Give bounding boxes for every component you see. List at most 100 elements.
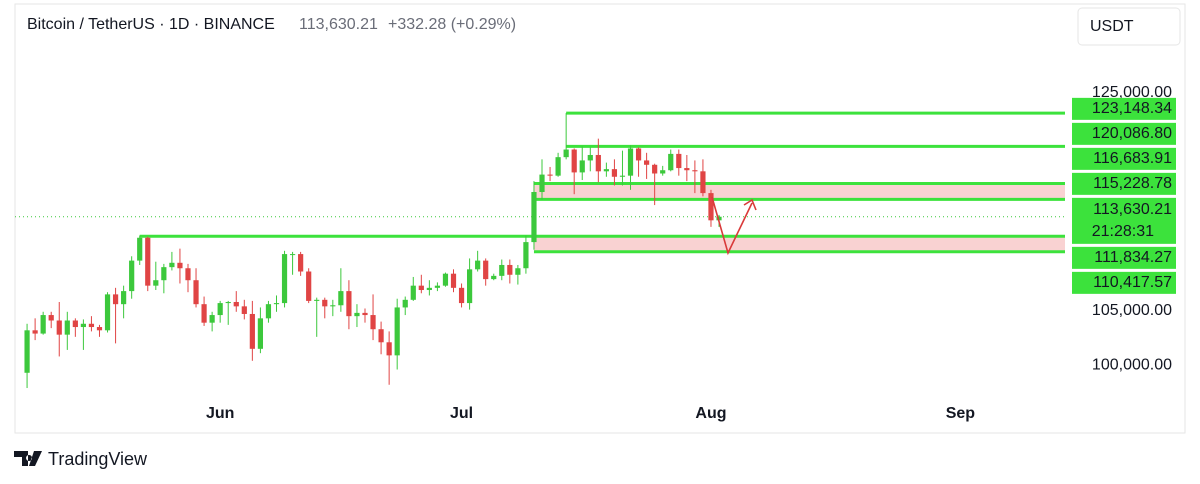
- candle-body: [555, 157, 561, 176]
- candle-body: [249, 313, 255, 349]
- candle-body: [595, 154, 601, 172]
- candle-body: [370, 315, 376, 330]
- price-label-box: [1072, 122, 1176, 145]
- chart-title: Bitcoin / TetherUS · 1D · BINANCE: [27, 16, 275, 33]
- candle-body: [402, 299, 408, 308]
- y-tick-label: 105,000.00: [1092, 302, 1172, 319]
- candle-body: [80, 323, 86, 328]
- header-price: 113,630.21: [299, 16, 378, 33]
- candle-body: [483, 260, 489, 280]
- price-label-box: [1072, 147, 1176, 170]
- zone: [533, 236, 1065, 252]
- candle-body: [684, 168, 690, 171]
- candle-body: [129, 260, 135, 292]
- level-label: 115,228.78: [1093, 175, 1172, 192]
- candle-body: [217, 303, 223, 316]
- candle-body: [652, 164, 658, 174]
- candle-body: [579, 160, 585, 173]
- candle-body: [306, 271, 312, 301]
- candle-body: [354, 312, 360, 317]
- candle-body: [346, 291, 352, 317]
- candle-body: [692, 170, 698, 172]
- zone: [533, 183, 1065, 200]
- candle-body: [378, 329, 384, 343]
- candle-body: [40, 315, 46, 334]
- candle-body: [64, 320, 70, 335]
- candle-body: [88, 323, 95, 328]
- countdown: 21:28:31: [1092, 223, 1154, 240]
- level-label: 111,834.27: [1094, 249, 1172, 266]
- candle-body: [112, 294, 119, 305]
- candle-body: [185, 268, 191, 281]
- level-label: 123,148.34: [1092, 100, 1172, 117]
- candle-body: [298, 254, 304, 272]
- candle-body: [72, 320, 78, 328]
- candle-body: [241, 306, 247, 314]
- candle-body: [660, 170, 666, 174]
- candle-body: [233, 301, 239, 307]
- brand-logo: [14, 451, 42, 466]
- candle-body: [442, 273, 449, 286]
- candle-body: [619, 175, 626, 177]
- candle-body: [314, 299, 320, 301]
- candle-body: [225, 301, 231, 304]
- candle-body: [507, 264, 513, 275]
- price-label-box: [1072, 197, 1176, 244]
- candle-body: [201, 304, 207, 323]
- candle-body: [322, 299, 328, 307]
- candle-body: [466, 269, 473, 304]
- candle-body: [96, 327, 103, 331]
- candle-body: [137, 237, 143, 261]
- candle-body: [644, 160, 650, 165]
- candle-body: [450, 273, 457, 288]
- candle-body: [531, 192, 537, 243]
- candle-body: [330, 305, 336, 307]
- candle-body: [627, 148, 634, 176]
- price-label-box: [1072, 246, 1176, 269]
- candle-body: [587, 154, 593, 161]
- candle-body: [273, 303, 280, 305]
- last-price-label: 113,630.21: [1093, 201, 1172, 218]
- candle-body: [121, 291, 127, 305]
- candle-body: [338, 291, 344, 306]
- plot: 125,000.00 105,000.00 100,000.00 Jun Jul Aug S…: [15, 84, 1172, 422]
- candle-body: [458, 287, 465, 304]
- candle-body: [209, 315, 215, 323]
- candle-body: [281, 254, 288, 304]
- x-tick-label: Aug: [695, 405, 726, 422]
- currency-label[interactable]: USDT: [1090, 18, 1134, 35]
- candle-body: [515, 268, 521, 275]
- candle-body: [539, 174, 545, 193]
- candle-body: [289, 254, 296, 256]
- candle-body: [48, 315, 54, 321]
- candle-body: [603, 169, 609, 172]
- candle-body: [177, 262, 183, 269]
- candle-body: [161, 267, 167, 281]
- candle-body: [523, 242, 529, 269]
- candle-body: [547, 174, 553, 176]
- y-tick-label: 100,000.00: [1092, 356, 1172, 373]
- candle-body: [700, 171, 706, 194]
- candle-body: [708, 193, 714, 221]
- candle-body: [145, 237, 151, 286]
- candle-body: [491, 275, 497, 280]
- candle-body: [153, 280, 159, 286]
- header-change: +332.28 (+0.29%): [388, 16, 516, 33]
- candle-body: [265, 304, 272, 319]
- candle-body: [24, 330, 30, 373]
- x-tick-label: Jun: [206, 405, 234, 422]
- y-tick-label: 125,000.00: [1092, 84, 1172, 101]
- candle-body: [56, 320, 62, 335]
- candle-body: [362, 312, 368, 316]
- price-label-box: [1072, 172, 1176, 195]
- candle-body: [257, 318, 264, 349]
- chart-frame: [14, 3, 1186, 434]
- price-label-box: [1072, 97, 1176, 120]
- candle-body: [668, 153, 674, 171]
- level-label: 116,683.91: [1093, 150, 1172, 167]
- x-tick-label: Jul: [450, 405, 473, 422]
- currency-button[interactable]: [1077, 7, 1181, 46]
- candle-body: [611, 169, 618, 177]
